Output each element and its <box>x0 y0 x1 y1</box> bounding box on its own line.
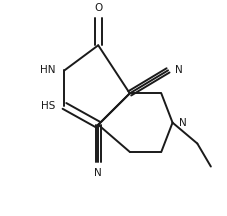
Text: N: N <box>174 65 182 75</box>
Text: HS: HS <box>41 101 55 111</box>
Text: N: N <box>178 118 186 128</box>
Text: HN: HN <box>40 65 55 75</box>
Text: O: O <box>94 3 102 13</box>
Text: N: N <box>94 168 102 178</box>
